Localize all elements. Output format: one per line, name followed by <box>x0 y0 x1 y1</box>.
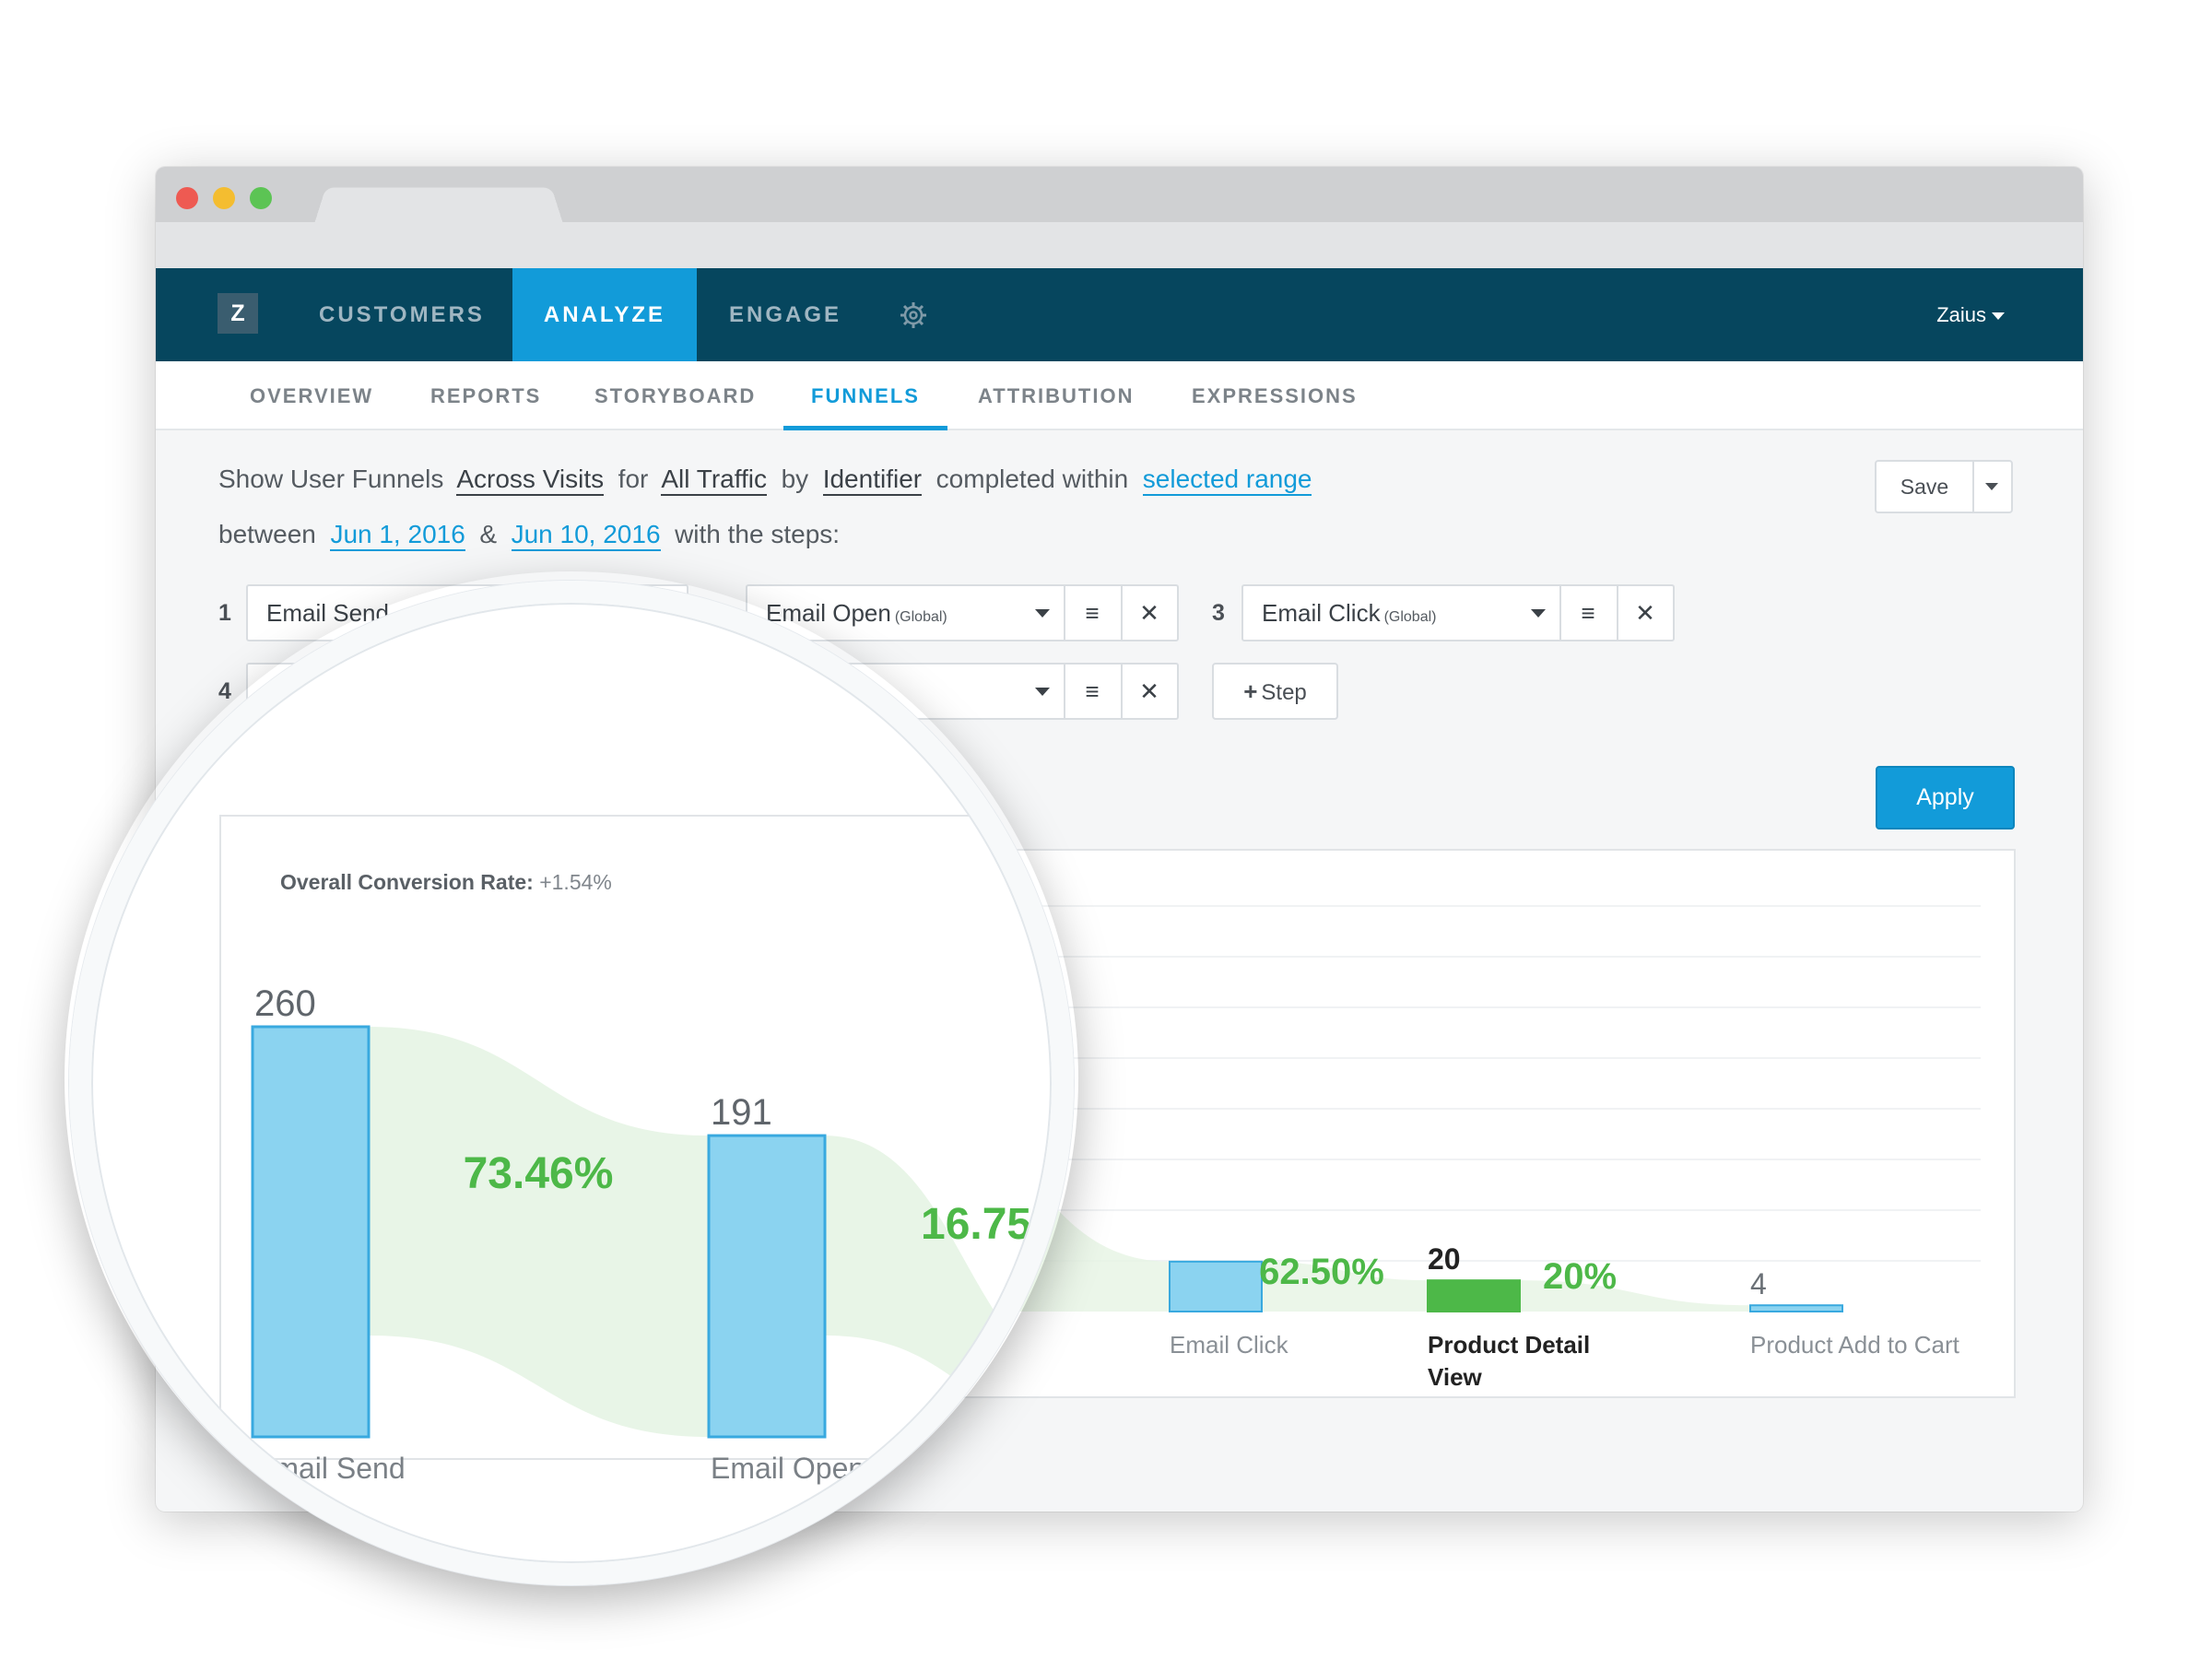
query-text: with the steps: <box>675 520 841 548</box>
category-label: Product Add to Cart <box>1750 1331 1960 1359</box>
remove-step-icon[interactable]: ✕ <box>1617 586 1672 640</box>
step-name-text: Email Open <box>766 599 891 627</box>
funnel-bar <box>251 1025 371 1439</box>
nav-customers[interactable]: CUSTOMERS <box>319 302 485 327</box>
query-text: by <box>781 465 809 493</box>
add-step-button[interactable]: + Step <box>1212 663 1338 720</box>
nav-engage[interactable]: ENGAGE <box>729 302 842 327</box>
category-label: Email Send <box>254 1452 406 1485</box>
segment-selector[interactable]: All Traffic <box>661 465 767 496</box>
maximize-window-button[interactable] <box>250 187 272 209</box>
reorder-handle-icon[interactable]: ≡ <box>1064 665 1119 718</box>
query-sentence-line-2: between Jun 1, 2016 & Jun 10, 2016 with … <box>218 520 841 551</box>
gear-icon[interactable] <box>899 300 928 330</box>
step-name-text: Email Click <box>1262 599 1381 627</box>
query-text: between <box>218 520 316 548</box>
bar-value-label: 4 <box>1750 1267 1767 1300</box>
step-scope: (Global) <box>1383 609 1437 625</box>
step-name: Email Click (Global) <box>1262 586 1436 644</box>
remove-step-icon[interactable]: ✕ <box>1121 586 1176 640</box>
query-text: completed within <box>935 465 1129 493</box>
identifier-selector[interactable]: Identifier <box>822 465 923 496</box>
query-text: & <box>479 520 498 548</box>
tab-reports[interactable]: REPORTS <box>430 384 542 407</box>
flow-band <box>1520 1280 1750 1312</box>
query-text: for <box>618 465 649 493</box>
bar-value-label: 191 <box>711 1092 772 1133</box>
save-button[interactable]: Save <box>1877 462 1974 512</box>
save-options-dropdown-icon[interactable] <box>1985 483 1998 490</box>
step-conversion-label: 16.75° <box>921 1200 1049 1249</box>
query-text: Show User Funnels <box>218 465 444 493</box>
tab-attribution[interactable]: ATTRIBUTION <box>978 384 1135 407</box>
conversion-rate-value: +1.54% <box>539 870 612 894</box>
browser-chrome <box>156 167 2083 268</box>
step-scope: (Global) <box>894 609 947 625</box>
start-date-picker[interactable]: Jun 1, 2016 <box>330 520 465 551</box>
add-step-label: Step <box>1261 680 1307 705</box>
chevron-down-icon <box>1992 312 2005 321</box>
category-label: View <box>1428 1363 1483 1391</box>
step-number: 3 <box>1212 600 1225 626</box>
nav-analyze[interactable]: ANALYZE <box>512 268 697 361</box>
reorder-handle-icon[interactable]: ≡ <box>1559 586 1615 640</box>
overall-conversion-rate: Overall Conversion Rate: +1.54% <box>280 870 612 895</box>
chevron-down-icon[interactable] <box>1035 609 1050 618</box>
top-nav: Z CUSTOMERS ANALYZE ENGAGE Zaius <box>156 268 2083 361</box>
step-selector-3[interactable]: Email Click (Global) ≡ ✕ <box>1241 584 1675 641</box>
user-menu[interactable]: Zaius <box>1936 268 2005 361</box>
magnifier-content: Overall Conversion Rate: +1.54% 260 Email… <box>91 603 1052 1563</box>
zoomed-funnel-chart: 260 Email Send 191 Email Open 73.46% 16.75° <box>251 983 1052 1485</box>
sub-nav: OVERVIEW REPORTS STORYBOARD FUNNELS ATTR… <box>156 361 2083 430</box>
category-label: Email Click <box>1170 1331 1289 1359</box>
bar-value-label: 260 <box>254 983 316 1024</box>
magnifier-lens: Overall Conversion Rate: +1.54% 260 Email… <box>69 581 1074 1585</box>
browser-tab[interactable] <box>314 187 563 224</box>
tab-expressions[interactable]: EXPRESSIONS <box>1192 384 1358 407</box>
funnel-bar <box>1749 1304 1843 1313</box>
remove-step-icon[interactable]: ✕ <box>1121 665 1176 718</box>
query-sentence-line-1: Show User Funnels Across Visits for All … <box>218 465 1312 496</box>
tab-storyboard[interactable]: STORYBOARD <box>594 384 757 407</box>
tab-overview[interactable]: OVERVIEW <box>250 384 374 407</box>
step-conversion-label: 62.50% <box>1259 1252 1384 1292</box>
visit-mode-selector[interactable]: Across Visits <box>456 465 605 496</box>
bar-value-label: 20 <box>1428 1242 1461 1276</box>
tab-funnels[interactable]: FUNNELS <box>783 361 947 430</box>
funnel-bar <box>1169 1260 1263 1313</box>
flow-band <box>825 1135 1052 1431</box>
minimize-window-button[interactable] <box>213 187 235 209</box>
chevron-down-icon[interactable] <box>1531 609 1546 618</box>
step-conversion-label: 73.46% <box>464 1149 614 1198</box>
category-label: Product Detail <box>1428 1331 1590 1359</box>
close-window-button[interactable] <box>176 187 198 209</box>
funnel-bar <box>707 1134 827 1439</box>
funnel-bar <box>1427 1279 1521 1312</box>
step-name: Email Open (Global) <box>766 586 947 644</box>
range-selector[interactable]: selected range <box>1142 465 1312 496</box>
browser-toolbar <box>156 222 2083 268</box>
category-label: Email Open <box>711 1452 865 1485</box>
step-conversion-label: 20% <box>1543 1256 1617 1297</box>
chevron-down-icon[interactable] <box>1035 688 1050 696</box>
step-number: 4 <box>218 678 231 704</box>
apply-button[interactable]: Apply <box>1876 766 2015 830</box>
reorder-handle-icon[interactable]: ≡ <box>1064 586 1119 640</box>
save-button-group: Save <box>1875 460 2013 513</box>
plus-icon: + <box>1243 677 1258 705</box>
flow-band <box>369 1027 709 1437</box>
flow-band <box>1262 1261 1428 1312</box>
user-name: Zaius <box>1936 303 1986 326</box>
end-date-picker[interactable]: Jun 10, 2016 <box>511 520 661 551</box>
conversion-rate-label: Overall Conversion Rate: <box>280 870 534 894</box>
step-name: Email Send <box>266 599 389 627</box>
zaius-logo[interactable]: Z <box>218 293 258 334</box>
step-number: 1 <box>218 600 231 626</box>
